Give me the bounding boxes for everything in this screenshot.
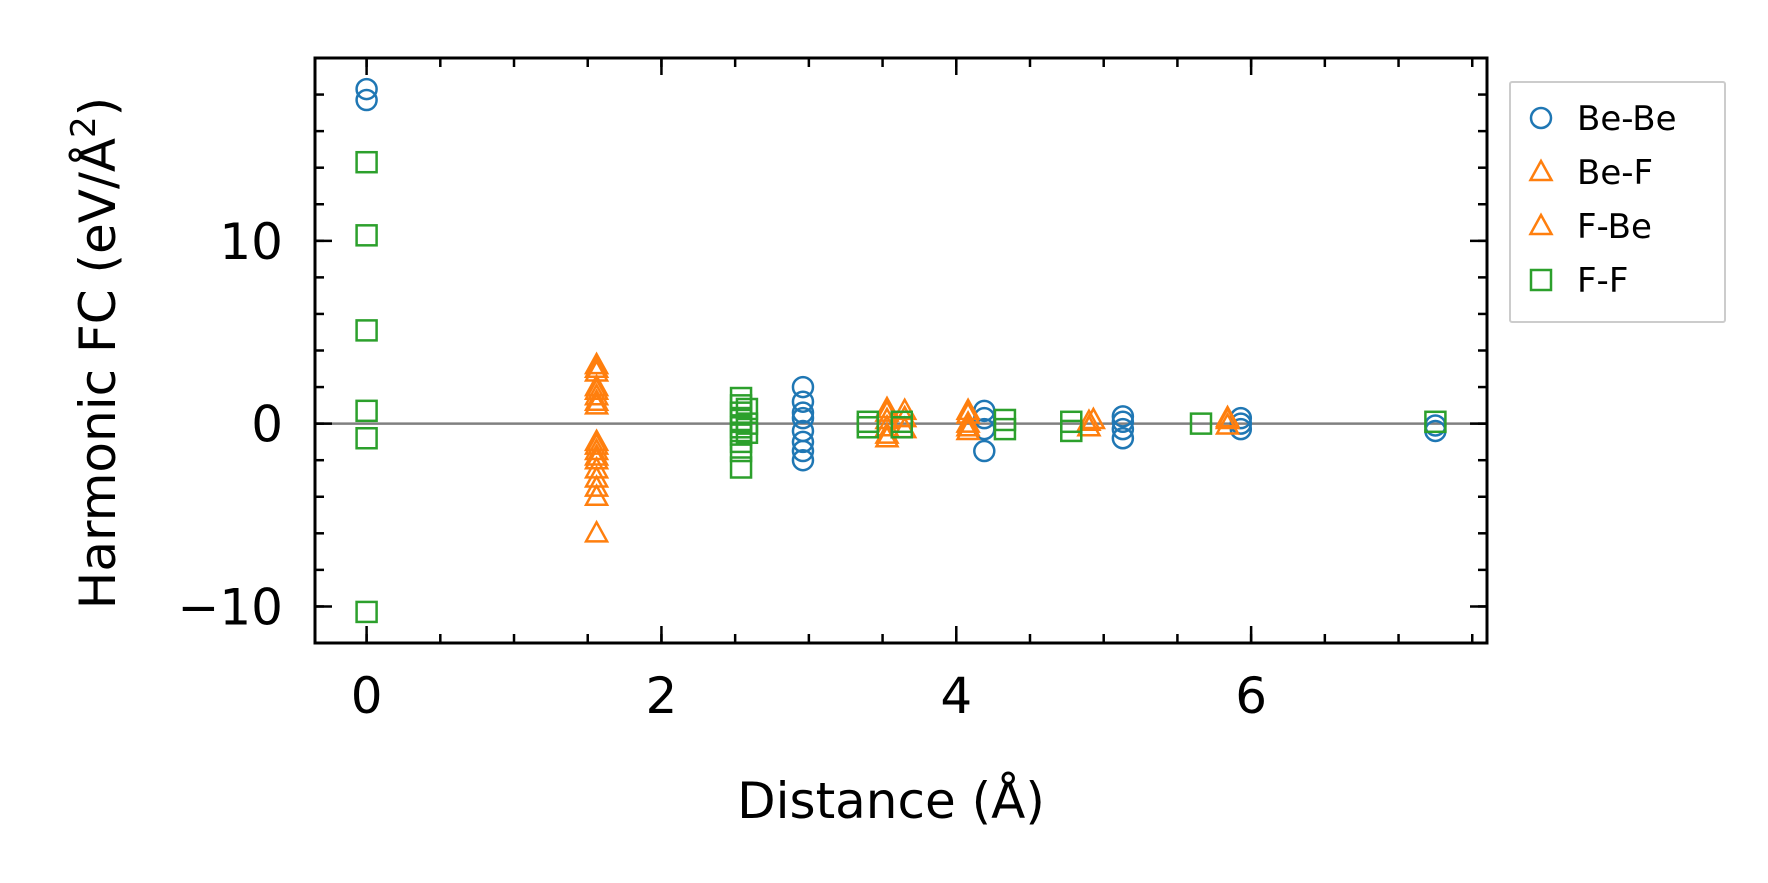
plot-frame	[313, 56, 1489, 645]
data-point	[355, 600, 378, 624]
data-point	[355, 150, 378, 174]
legend-label: F-Be	[1577, 207, 1652, 247]
data-point	[583, 391, 610, 415]
data-point	[583, 483, 610, 506]
data-point	[1111, 410, 1135, 434]
legend-frame	[1509, 81, 1726, 323]
y-axis-title-main: Harmonic FC (eV/Å	[69, 138, 127, 609]
legend: Be-Be Be-F F-Be F-F	[1509, 81, 1726, 323]
x-axis-title: Distance (Å)	[737, 772, 1045, 830]
y-tick-label: −10	[177, 578, 283, 636]
legend-label: Be-F	[1577, 153, 1653, 193]
legend-entry: F-F	[1529, 261, 1628, 301]
data-point	[583, 377, 610, 400]
legend-marker	[1528, 212, 1554, 236]
data-point	[583, 355, 610, 379]
data-point	[583, 351, 610, 375]
y-tick-label: 0	[251, 396, 283, 454]
data-point	[1189, 412, 1213, 435]
x-tick-label: 2	[646, 667, 678, 725]
data-point	[583, 464, 610, 488]
legend-marker	[1529, 106, 1553, 130]
data-point	[355, 319, 378, 342]
data-point	[735, 421, 759, 445]
data-point	[1424, 410, 1447, 434]
data-point	[791, 430, 815, 454]
legend-label: Be-Be	[1577, 99, 1677, 139]
data-point	[735, 397, 759, 421]
data-point	[583, 382, 610, 406]
data-point	[355, 427, 378, 450]
data-point	[1060, 419, 1083, 443]
data-point	[1214, 404, 1241, 428]
data-point	[973, 439, 996, 463]
data-point	[1111, 405, 1135, 428]
data-point	[1229, 412, 1253, 435]
x-tick-label: 0	[351, 667, 383, 725]
legend-marker	[1529, 268, 1553, 292]
legend-label: F-F	[1577, 261, 1628, 301]
data-point	[890, 416, 913, 439]
data-point	[355, 77, 378, 101]
data-point	[355, 224, 378, 247]
data-point	[874, 395, 900, 419]
data-point	[729, 456, 753, 479]
data-point	[791, 375, 815, 399]
data-point	[791, 406, 815, 430]
data-point	[791, 448, 815, 472]
axis-ticks-layer	[315, 56, 1487, 645]
data-point	[1214, 411, 1241, 435]
y-tick-label: 10	[219, 213, 283, 271]
data-points-layer	[355, 77, 1447, 624]
data-point	[955, 413, 981, 437]
data-point	[1076, 408, 1102, 432]
data-point	[583, 388, 610, 411]
data-point	[1111, 427, 1135, 450]
data-point	[856, 416, 880, 439]
legend-entry: F-Be	[1528, 207, 1652, 247]
data-point	[729, 439, 753, 463]
tick-labels-layer: 0 2 4 6 −10 0 10	[177, 213, 1267, 725]
legend-marker	[1528, 158, 1554, 182]
x-tick-label: 6	[1235, 667, 1267, 725]
data-point	[583, 519, 610, 543]
y-axis-title-close: )	[69, 97, 127, 117]
data-point	[955, 410, 981, 433]
data-point	[355, 88, 378, 112]
data-point	[791, 439, 815, 463]
data-point	[1080, 406, 1107, 430]
data-point	[791, 390, 815, 413]
data-point	[791, 401, 815, 424]
data-point	[355, 399, 378, 423]
data-point	[1111, 417, 1135, 441]
data-point	[583, 442, 610, 466]
x-tick-label: 4	[940, 667, 972, 725]
data-point	[955, 417, 981, 441]
legend-entry: Be-F	[1528, 153, 1653, 193]
data-point	[583, 431, 610, 455]
legend-entry: Be-Be	[1529, 99, 1677, 139]
data-point	[993, 417, 1017, 441]
y-axis-title: Harmonic FC (eV/Å2)	[64, 97, 127, 609]
y-axis-title-superscript: 2	[64, 116, 104, 138]
